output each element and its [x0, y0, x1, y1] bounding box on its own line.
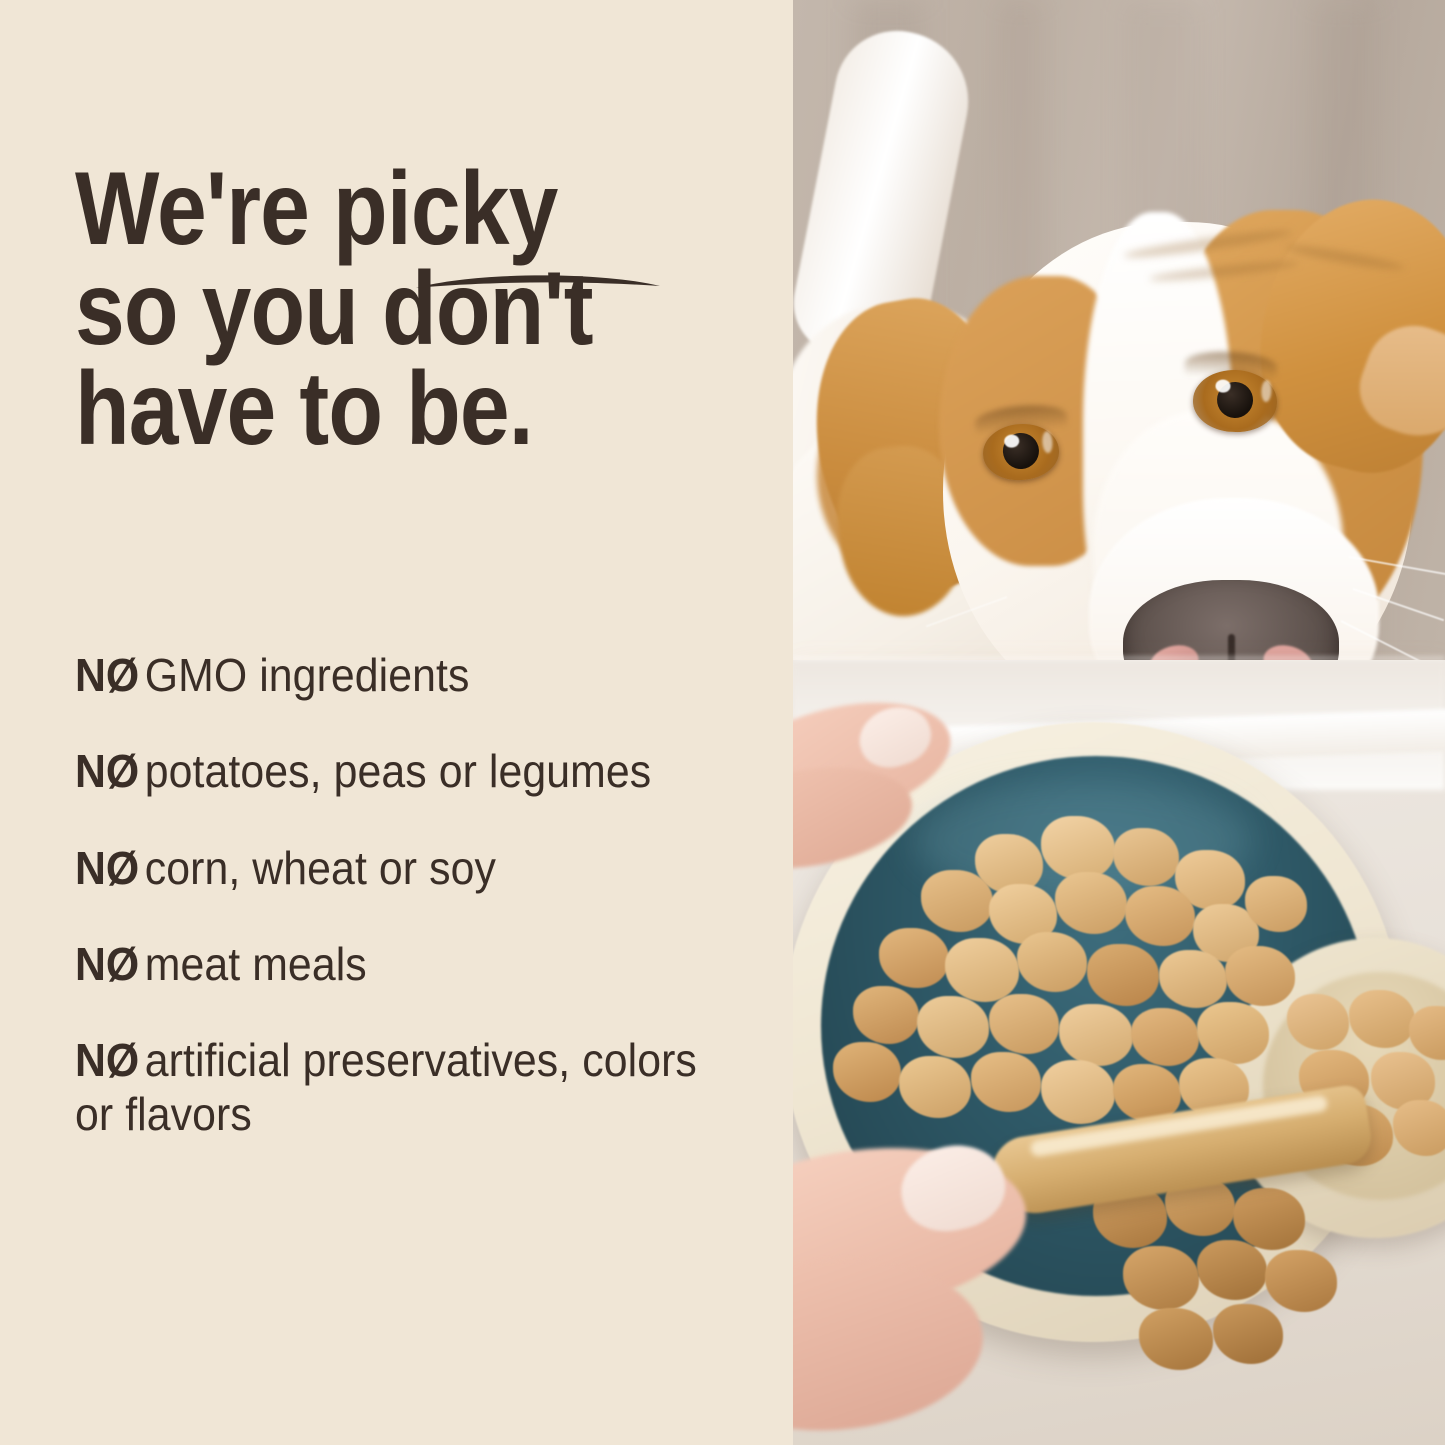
page-title: We're picky so you don't have to be.: [75, 157, 677, 461]
list-item: NØ artificial preservatives, colors or fl…: [75, 1033, 726, 1142]
text-panel: We're picky so you don't have to be. NØ G…: [75, 157, 775, 1142]
list-item-label: meat meals: [144, 937, 367, 990]
no-badge: NØ: [75, 745, 140, 798]
dog-portrait-photo: [793, 0, 1445, 722]
list-item-label: GMO ingredients: [144, 649, 470, 701]
headline-line-1: We're picky: [75, 151, 558, 267]
list-item: NØ GMO ingredients: [75, 648, 726, 702]
headline-line-3: have to be.: [75, 350, 534, 467]
list-item: NØ corn, wheat or soy: [75, 841, 726, 895]
no-badge: NØ: [75, 841, 140, 894]
list-item-label: corn, wheat or soy: [144, 841, 496, 894]
photo-column: [793, 0, 1445, 1445]
no-badge: NØ: [75, 937, 140, 990]
list-item-label: artificial preservatives, colors or flav…: [75, 1034, 697, 1141]
list-item: NØ potatoes, peas or legumes: [75, 744, 726, 798]
no-claims-list: NØ GMO ingredients NØ potatoes, peas or le…: [75, 648, 775, 1142]
list-item: NØ meat meals: [75, 937, 726, 991]
kibble-bowl-photo: [793, 660, 1445, 1445]
list-item-label: potatoes, peas or legumes: [144, 745, 652, 798]
headline-line-2: so you don't: [75, 250, 594, 367]
no-badge: NØ: [75, 649, 140, 701]
no-badge: NØ: [75, 1034, 140, 1087]
